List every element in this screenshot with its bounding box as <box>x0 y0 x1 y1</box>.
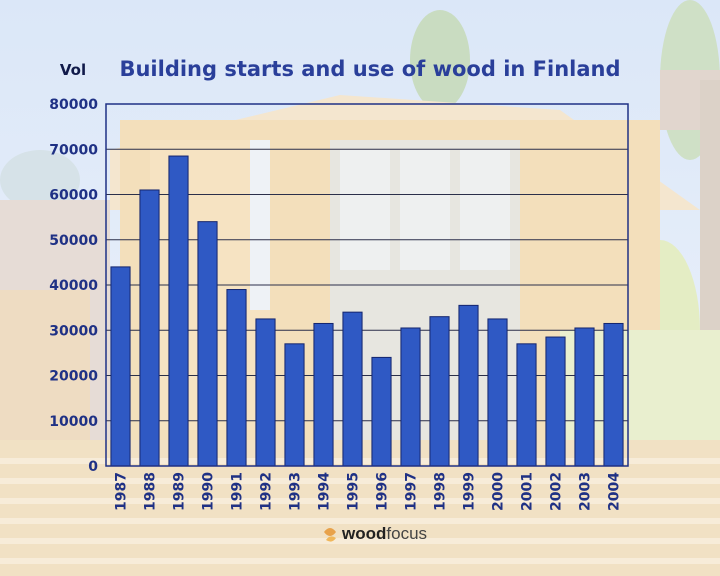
y-tick-label: 10000 <box>49 414 98 430</box>
x-tick-label: 2003 <box>578 472 594 511</box>
x-tick-label: 1992 <box>259 472 275 511</box>
bar-1996 <box>371 356 392 467</box>
x-tick-label: 1993 <box>288 472 304 511</box>
bar-2001 <box>516 343 537 467</box>
y-axis-label: Vol <box>60 61 86 79</box>
x-tick-label: 1999 <box>462 472 478 511</box>
x-tick-label: 1994 <box>317 472 333 511</box>
y-tick-label: 0 <box>88 459 98 475</box>
x-tick-label: 1998 <box>433 472 449 511</box>
x-tick-label: 2002 <box>549 472 565 511</box>
y-tick-label: 40000 <box>49 278 98 294</box>
x-tick-label: 1990 <box>201 472 217 511</box>
y-tick-label: 70000 <box>49 142 98 158</box>
bar-1994 <box>313 322 334 467</box>
bar-1990 <box>197 221 218 467</box>
bar-1988 <box>139 189 160 467</box>
bar-1992 <box>255 318 276 467</box>
y-tick-label: 60000 <box>49 188 98 204</box>
logo-text-wood: wood <box>341 524 386 543</box>
x-tick-label: 2001 <box>520 472 536 511</box>
woodfocus-logo: woodfocus <box>324 524 427 543</box>
bar-2004 <box>603 322 624 467</box>
y-tick-label: 80000 <box>49 97 98 113</box>
x-tick-label: 2000 <box>491 472 507 511</box>
bar-1993 <box>284 343 305 467</box>
x-tick-label: 1989 <box>172 472 188 511</box>
x-tick-label: 1987 <box>114 472 130 511</box>
x-tick-label: 1997 <box>404 472 420 511</box>
y-tick-label: 30000 <box>49 323 98 339</box>
bar-1989 <box>168 155 189 467</box>
x-tick-label: 2004 <box>607 472 623 511</box>
bar-1997 <box>400 327 421 467</box>
x-axis-ticks: 1987 1988 1989 1990 1991 1992 1993 1994 1995 1996… <box>114 472 623 511</box>
y-tick-label: 20000 <box>49 369 98 385</box>
bar-1998 <box>429 316 450 467</box>
bar-2002 <box>545 336 566 467</box>
y-axis-ticks: 0 10000 20000 30000 40000 50000 60000 70000 8000… <box>49 97 98 475</box>
bar-2000 <box>487 318 508 467</box>
bar-2003 <box>574 327 595 467</box>
x-tick-label: 1996 <box>375 472 391 511</box>
bars <box>110 155 624 467</box>
plot-frame <box>105 103 629 467</box>
bar-1987 <box>110 266 131 467</box>
x-tick-label: 1988 <box>143 472 159 511</box>
svg-text:woodfocus: woodfocus <box>341 524 427 543</box>
x-tick-label: 1995 <box>346 472 362 511</box>
bar-1999 <box>458 304 479 467</box>
logo-text-focus: focus <box>386 524 427 543</box>
bar-1991 <box>226 289 247 467</box>
chart-title: Building starts and use of wood in Finla… <box>119 57 620 81</box>
bar-1995 <box>342 311 363 467</box>
x-tick-label: 1991 <box>230 472 246 511</box>
logo-leaf-icon <box>324 528 336 542</box>
y-tick-label: 50000 <box>49 233 98 249</box>
